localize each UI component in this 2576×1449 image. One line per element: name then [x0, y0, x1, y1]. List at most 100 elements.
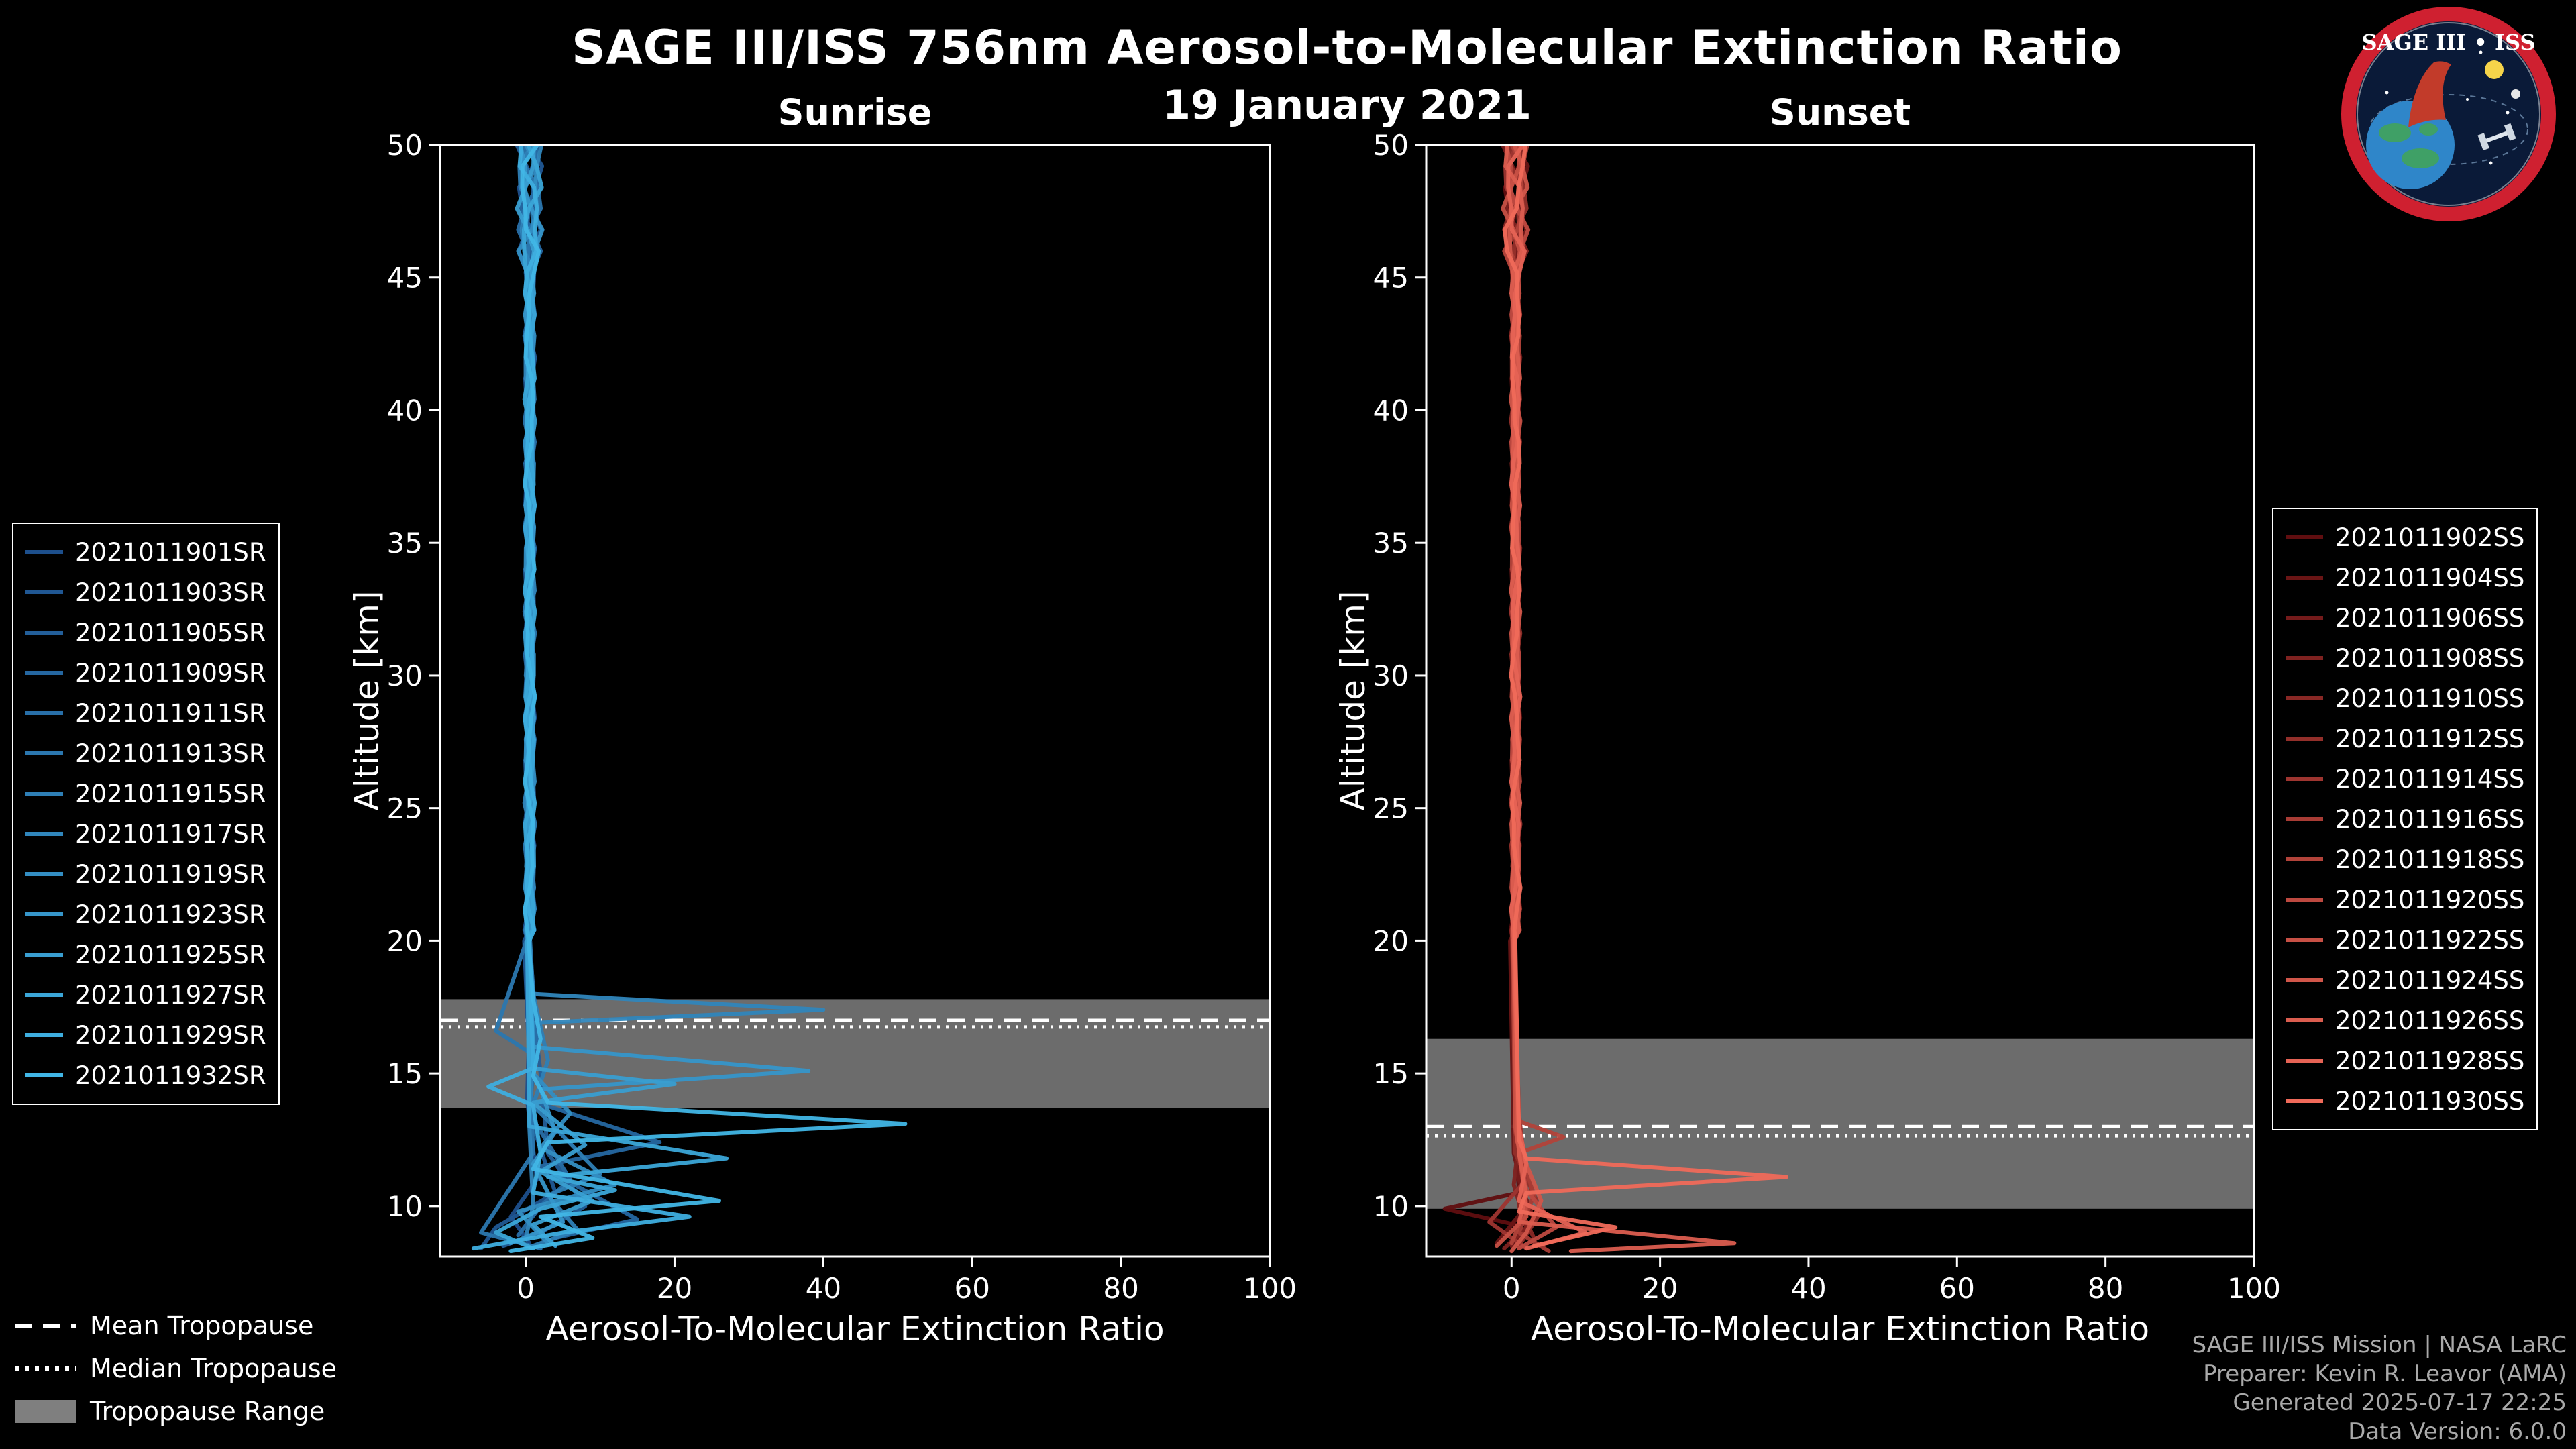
sunset-plot: 0 20 40 60 80 100 10 15 20 25 30 35 40 45 50 Aerosol-To… [1335, 131, 2281, 1348]
legend-item: 2021011929SR [25, 1015, 266, 1055]
svg-text:Aerosol-To-Molecular Extinctio: Aerosol-To-Molecular Extinction Ratio [1531, 1309, 2149, 1348]
legend-line-swatch [2286, 938, 2323, 942]
legend-line-swatch [2286, 817, 2323, 821]
mission-logo: SAGE III • ISS [2341, 7, 2556, 221]
profile-2021011930SS [1503, 145, 1788, 1248]
median-tropopause-label: Median Tropopause [90, 1354, 337, 1383]
logo-title: SAGE III • ISS [2362, 30, 2536, 55]
legend-line-swatch [25, 550, 63, 554]
svg-text:100: 100 [2227, 1272, 2281, 1305]
legend-item: 2021011909SR [25, 653, 266, 693]
logo-earth-land [2379, 123, 2439, 168]
legend-label: 2021011929SR [75, 1020, 266, 1050]
legend-line-swatch [25, 671, 63, 675]
svg-text:35: 35 [1373, 527, 1409, 559]
svg-text:40: 40 [806, 1272, 841, 1305]
legend-label: 2021011904SS [2335, 563, 2525, 592]
legend-line-swatch [25, 953, 63, 957]
legend-item: 2021011925SR [25, 934, 266, 975]
page-subtitle: 19 January 2021 [1163, 82, 1532, 129]
mean-tropopause-legend-item: Mean Tropopause [15, 1307, 337, 1344]
sunrise-plot: 0 20 40 60 80 100 10 15 20 25 30 35 40 45 50 Aerosol-To… [349, 131, 1297, 1348]
legend-label: 2021011918SS [2335, 845, 2525, 874]
legend-label: 2021011924SS [2335, 965, 2525, 995]
svg-text:40: 40 [387, 394, 423, 427]
legend-item: 2021011910SS [2286, 678, 2524, 718]
svg-text:Altitude [km]: Altitude [km] [1335, 591, 1373, 811]
attribution: SAGE III/ISS Mission | NASA LaRC Prepare… [2192, 1331, 2567, 1446]
legend-line-swatch [2286, 898, 2323, 902]
legend-line-swatch [2286, 656, 2323, 660]
legend-item: 2021011902SS [2286, 517, 2524, 557]
legend-label: 2021011909SR [75, 658, 266, 688]
sunrise-panel-title: Sunrise [777, 91, 932, 133]
svg-text:25: 25 [1373, 792, 1409, 825]
logo-moon [2511, 89, 2520, 99]
legend-item: 2021011932SR [25, 1055, 266, 1095]
tropopause-legend: Mean Tropopause Median Tropopause Tropop… [15, 1307, 337, 1430]
legend-line-swatch [2286, 857, 2323, 861]
legend-label: 2021011901SR [75, 537, 266, 567]
legend-item: 2021011915SR [25, 773, 266, 814]
legend-label: 2021011910SS [2335, 684, 2525, 713]
legend-label: 2021011905SR [75, 618, 266, 647]
logo-stars [2385, 50, 2510, 165]
tropopause-range-band [1426, 1038, 2254, 1209]
svg-text:20: 20 [657, 1272, 692, 1305]
legend-item: 2021011913SR [25, 733, 266, 773]
legend-item: 2021011901SR [25, 532, 266, 572]
legend-line-swatch [2286, 1018, 2323, 1022]
svg-text:Aerosol-To-Molecular Extinctio: Aerosol-To-Molecular Extinction Ratio [545, 1309, 1164, 1348]
svg-text:25: 25 [387, 792, 423, 825]
svg-text:60: 60 [955, 1272, 990, 1305]
legend-item: 2021011920SS [2286, 879, 2524, 920]
sunrise-legend: 2021011901SR 2021011903SR 2021011905SR 2021… [12, 523, 280, 1105]
svg-text:45: 45 [387, 262, 423, 294]
logo-sun [2485, 60, 2504, 79]
svg-text:15: 15 [1373, 1057, 1409, 1090]
attribution-preparer: Preparer: Kevin R. Leavor (AMA) [2203, 1360, 2567, 1387]
legend-line-swatch [25, 711, 63, 715]
legend-label: 2021011911SR [75, 698, 266, 728]
legend-item: 2021011924SS [2286, 960, 2524, 1000]
legend-item: 2021011918SS [2286, 839, 2524, 879]
legend-line-swatch [2286, 978, 2323, 982]
legend-label: 2021011914SS [2335, 764, 2525, 794]
legend-item: 2021011914SS [2286, 759, 2524, 799]
svg-text:60: 60 [1939, 1272, 1975, 1305]
svg-text:10: 10 [1373, 1190, 1409, 1223]
svg-text:10: 10 [387, 1190, 423, 1223]
legend-label: 2021011913SR [75, 739, 266, 768]
svg-text:80: 80 [2088, 1272, 2123, 1305]
legend-line-swatch [2286, 777, 2323, 781]
svg-text:80: 80 [1103, 1272, 1138, 1305]
legend-label: 2021011923SR [75, 900, 266, 929]
legend-label: 2021011917SR [75, 819, 266, 849]
legend-line-swatch [2286, 1099, 2323, 1103]
legend-item: 2021011911SR [25, 693, 266, 733]
tropopause-range-label: Tropopause Range [90, 1397, 325, 1426]
legend-item: 2021011905SR [25, 612, 266, 653]
legend-label: 2021011932SR [75, 1061, 266, 1090]
tropopause-range-band [440, 999, 1270, 1108]
legend-item: 2021011930SS [2286, 1081, 2524, 1121]
legend-line-swatch [25, 872, 63, 876]
legend-line-swatch [2286, 1059, 2323, 1063]
legend-label: 2021011912SS [2335, 724, 2525, 753]
svg-text:35: 35 [387, 527, 423, 559]
attribution-version: Data Version: 6.0.0 [2348, 1418, 2567, 1445]
legend-line-swatch [25, 792, 63, 796]
legend-label: 2021011902SS [2335, 523, 2525, 552]
legend-line-swatch [25, 1033, 63, 1037]
legend-label: 2021011916SS [2335, 804, 2525, 834]
plot-frame [439, 144, 1271, 1258]
logo-earth [2366, 101, 2455, 189]
legend-label: 2021011920SS [2335, 885, 2525, 914]
legend-label: 2021011927SR [75, 980, 266, 1010]
svg-text:30: 30 [1373, 659, 1409, 692]
svg-text:20: 20 [1642, 1272, 1678, 1305]
page-title: SAGE III/ISS 756nm Aerosol-to-Molecular … [572, 20, 2123, 75]
legend-label: 2021011930SS [2335, 1086, 2525, 1116]
attribution-mission: SAGE III/ISS Mission | NASA LaRC [2192, 1332, 2567, 1358]
legend-item: 2021011919SR [25, 854, 266, 894]
